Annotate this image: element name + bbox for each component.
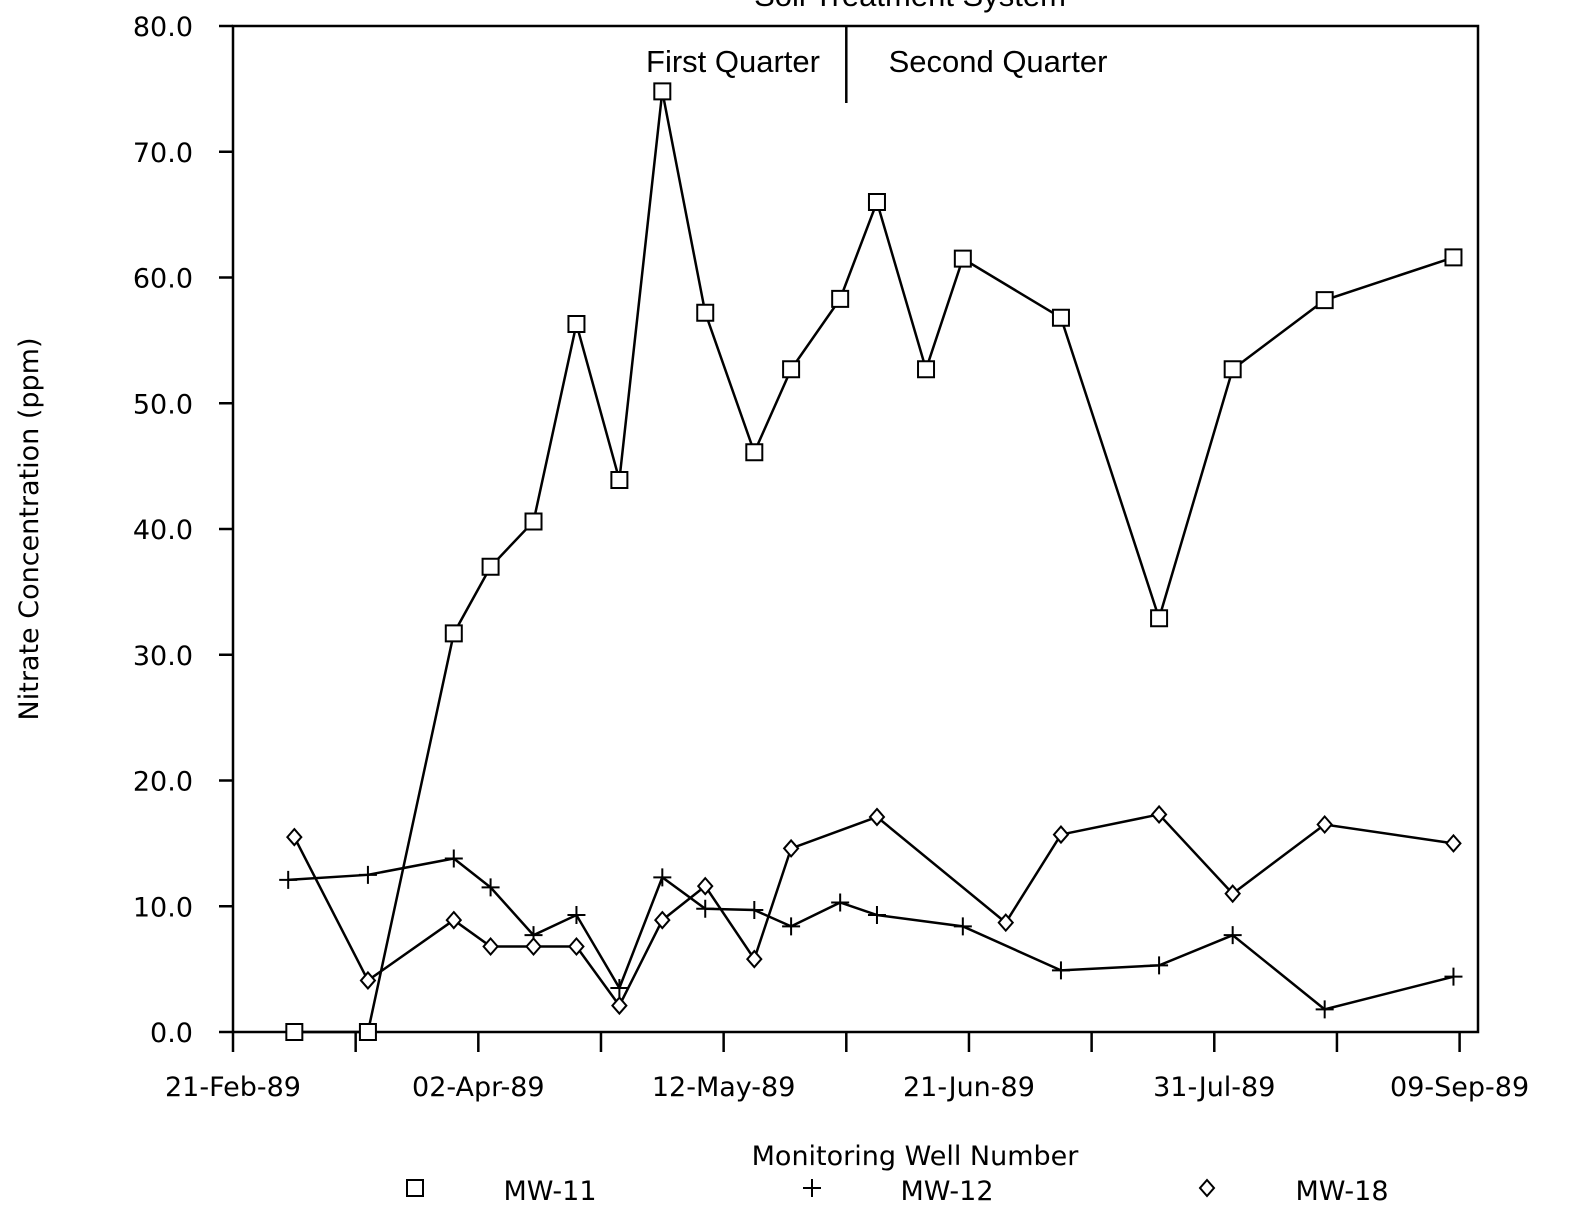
data-point bbox=[1051, 308, 1070, 327]
data-point bbox=[1445, 833, 1462, 853]
data-point bbox=[1223, 360, 1242, 379]
y-tick-label: 10.0 bbox=[133, 892, 193, 923]
annotation: First Quarter bbox=[646, 44, 820, 79]
y-axis-label: Nitrate Concentration (ppm) bbox=[14, 338, 45, 721]
data-point bbox=[782, 838, 800, 858]
data-point bbox=[831, 893, 850, 912]
annotation: Second Quarter bbox=[889, 44, 1108, 79]
data-point bbox=[358, 865, 377, 884]
data-point bbox=[1444, 248, 1463, 267]
data-point bbox=[445, 910, 463, 930]
data-point bbox=[1150, 956, 1169, 975]
data-point bbox=[1051, 961, 1070, 980]
x-tick-label: 21-Feb-89 bbox=[165, 1072, 301, 1103]
legend-label: MW-11 bbox=[504, 1176, 597, 1207]
chart-title: Soil Treatment System bbox=[754, 0, 1066, 13]
series-line bbox=[293, 813, 1454, 1008]
plot-frame bbox=[231, 24, 1480, 1034]
data-point bbox=[1150, 804, 1168, 824]
data-point bbox=[286, 827, 303, 847]
data-point bbox=[782, 917, 801, 936]
data-point bbox=[482, 936, 499, 957]
x-tick-label: 31-Jul-89 bbox=[1153, 1072, 1275, 1103]
data-point bbox=[444, 624, 463, 643]
data-point bbox=[567, 906, 586, 925]
data-point bbox=[358, 1023, 377, 1041]
x-tick-label: 02-Apr-89 bbox=[412, 1072, 545, 1103]
legend-label: MW-18 bbox=[1296, 1176, 1389, 1207]
data-point bbox=[444, 849, 463, 868]
data-point bbox=[653, 868, 672, 887]
y-tick-label: 40.0 bbox=[133, 515, 193, 546]
data-point bbox=[1224, 884, 1242, 904]
x-tick-label: 21-Jun-89 bbox=[903, 1072, 1035, 1103]
series-line bbox=[294, 91, 1454, 1034]
data-point bbox=[568, 936, 585, 957]
data-point bbox=[953, 917, 972, 936]
legend-marker bbox=[406, 1179, 424, 1197]
data-point bbox=[285, 1023, 304, 1041]
y-tick-label: 30.0 bbox=[133, 641, 193, 672]
data-point bbox=[696, 876, 714, 896]
data-point bbox=[831, 289, 850, 308]
data-point bbox=[567, 315, 586, 334]
data-point bbox=[1315, 291, 1334, 310]
data-point bbox=[481, 557, 500, 576]
legend-label: MW-12 bbox=[901, 1176, 994, 1207]
data-point bbox=[524, 512, 543, 531]
data-point bbox=[611, 996, 628, 1016]
data-point bbox=[867, 193, 886, 212]
data-point bbox=[653, 910, 671, 930]
data-point bbox=[1052, 825, 1070, 845]
data-point bbox=[525, 936, 542, 957]
data-point bbox=[359, 970, 377, 990]
data-point bbox=[917, 360, 936, 379]
data-point bbox=[653, 82, 672, 101]
data-point bbox=[997, 913, 1015, 933]
y-tick-label: 20.0 bbox=[133, 767, 193, 798]
data-point bbox=[481, 878, 500, 897]
y-tick-label: 70.0 bbox=[133, 138, 193, 169]
x-tick-label: 12-May-89 bbox=[652, 1072, 796, 1103]
y-tick-label: 80.0 bbox=[133, 12, 193, 43]
data-point bbox=[1316, 814, 1333, 835]
data-point bbox=[610, 978, 629, 997]
data-point bbox=[696, 303, 715, 322]
data-point bbox=[1444, 967, 1463, 986]
y-tick-label: 0.0 bbox=[150, 1018, 193, 1049]
series-line bbox=[288, 857, 1454, 1011]
data-point bbox=[867, 906, 886, 925]
data-point bbox=[953, 249, 972, 268]
data-point bbox=[745, 949, 763, 969]
data-point bbox=[279, 870, 298, 889]
data-point bbox=[782, 360, 801, 379]
data-point bbox=[696, 899, 715, 918]
legend-marker bbox=[803, 1179, 821, 1197]
x-tick-label: 09-Sep-89 bbox=[1390, 1072, 1529, 1103]
x-axis-label: Monitoring Well Number bbox=[752, 1141, 1080, 1172]
y-tick-label: 60.0 bbox=[133, 264, 193, 295]
data-point bbox=[610, 470, 629, 489]
y-tick-label: 50.0 bbox=[133, 389, 193, 420]
data-point bbox=[1150, 609, 1169, 628]
data-point bbox=[1223, 926, 1242, 945]
data-point bbox=[868, 807, 886, 827]
legend-marker bbox=[1198, 1178, 1216, 1198]
data-point bbox=[745, 443, 764, 462]
data-point bbox=[1315, 1000, 1334, 1019]
data-point bbox=[745, 901, 764, 920]
